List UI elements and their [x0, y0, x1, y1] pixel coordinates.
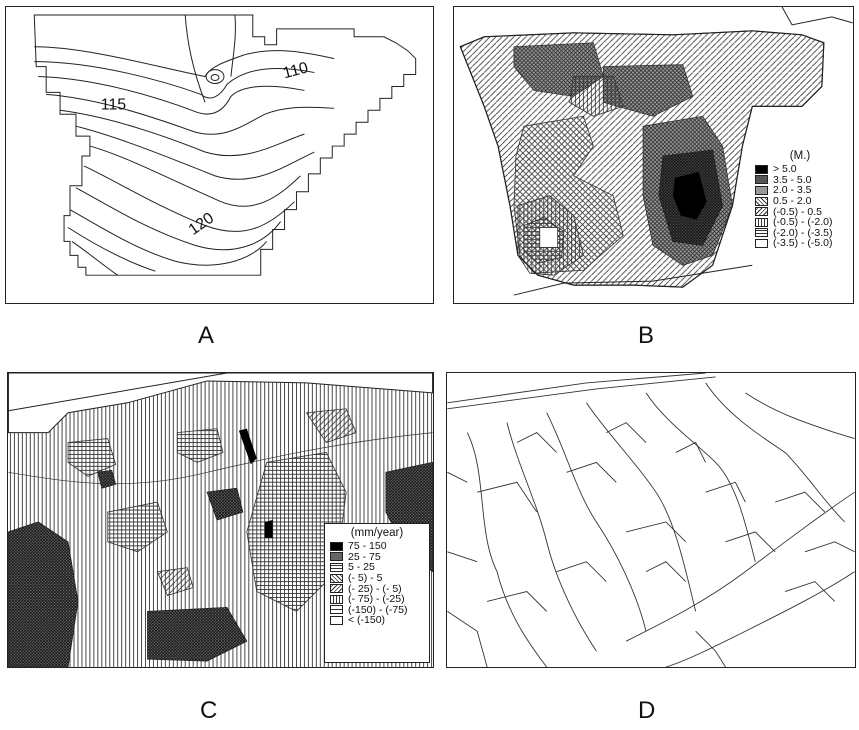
- legend-swatch: [755, 185, 768, 195]
- contour-label-120: 120: [186, 210, 218, 239]
- legend-swatch: [330, 562, 343, 572]
- legend-swatch: [330, 584, 343, 594]
- legend-swatch: [755, 238, 768, 248]
- legend-b-text: (-0.5) - (-2.0): [773, 216, 833, 229]
- legend-b-row: 0.5 - 2.0: [755, 195, 845, 208]
- legend-c-row: 25 - 75: [330, 550, 424, 563]
- legend-b-row: 3.5 - 5.0: [755, 173, 845, 186]
- legend-b-row: (-2.0) - (-3.5): [755, 226, 845, 239]
- panel-label-c: C: [200, 697, 218, 724]
- panel-b-map: (M.) > 5.0 3.5 - 5.0 2.0 - 3.5 0.5 - 2.0…: [453, 6, 854, 304]
- legend-c-row: (- 25) - (- 5): [330, 582, 424, 595]
- legend-c-row: 5 - 25: [330, 561, 424, 574]
- panel-label-a: A: [198, 322, 215, 349]
- raster-map: [459, 7, 853, 296]
- legend-b-row: (-3.5) - (-5.0): [755, 237, 845, 250]
- legend-b-text: (-3.5) - (-5.0): [773, 237, 833, 250]
- legend-b-text: (-2.0) - (-3.5): [773, 226, 833, 239]
- legend-b-row: (-0.5) - (-2.0): [755, 216, 845, 229]
- legend-c-title: (mm/year): [350, 527, 404, 539]
- drainage-network-map: [447, 373, 855, 667]
- legend-swatch: [755, 196, 768, 206]
- legend-c-text: 75 - 150: [348, 540, 387, 553]
- legend-c-text: < (-150): [348, 614, 386, 627]
- legend-swatch: [330, 594, 343, 604]
- contour-map: 110 115 120: [33, 14, 417, 276]
- legend-swatch: [755, 217, 768, 227]
- legend-swatch: [330, 605, 343, 615]
- legend-c-text: 25 - 75: [348, 550, 381, 563]
- legend-c-row: (- 5) - 5: [330, 572, 424, 585]
- panel-label-b: B: [638, 322, 655, 349]
- legend-c-row: (- 75) - (-25): [330, 593, 424, 606]
- legend-c-text: 5 - 25: [348, 561, 375, 574]
- legend-swatch: [755, 207, 768, 217]
- panel-label-d: D: [638, 697, 656, 724]
- legend-b-text: (-0.5) - 0.5: [773, 205, 823, 218]
- legend-c: (mm/year) 75 - 150 25 - 75 5 - 25 (- 5) …: [324, 523, 430, 663]
- legend-c-row: (-150) - (-75): [330, 603, 424, 616]
- legend-swatch: [330, 541, 343, 551]
- legend-swatch: [330, 552, 343, 562]
- legend-b-text: 0.5 - 2.0: [773, 195, 812, 208]
- panel-c-map: (mm/year) 75 - 150 25 - 75 5 - 25 (- 5) …: [7, 372, 434, 668]
- legend-c-text: (-150) - (-75): [348, 603, 408, 616]
- legend-b-title: (M.): [789, 150, 811, 162]
- legend-c-row: < (-150): [330, 614, 424, 627]
- legend-c-text: (- 25) - (- 5): [348, 582, 402, 595]
- legend-swatch: [330, 615, 343, 625]
- panel-a-map: 110 115 120: [5, 6, 434, 304]
- legend-swatch: [755, 164, 768, 174]
- legend-b-text: 2.0 - 3.5: [773, 184, 812, 197]
- panel-d-map: [446, 372, 856, 668]
- legend-b-text: > 5.0: [773, 163, 797, 176]
- legend-b-row: 2.0 - 3.5: [755, 184, 845, 197]
- legend-swatch: [755, 228, 768, 238]
- legend-c-text: (- 5) - 5: [348, 572, 383, 585]
- legend-c-row: 75 - 150: [330, 540, 424, 553]
- legend-b-row: > 5.0: [755, 163, 845, 176]
- legend-b-row: (-0.5) - 0.5: [755, 205, 845, 218]
- legend-swatch: [755, 175, 768, 185]
- legend-swatch: [330, 573, 343, 583]
- legend-c-text: (- 75) - (-25): [348, 593, 405, 606]
- contour-label-115: 115: [101, 96, 126, 113]
- legend-b-text: 3.5 - 5.0: [773, 173, 812, 186]
- region-outline: [33, 14, 417, 276]
- legend-b: (M.) > 5.0 3.5 - 5.0 2.0 - 3.5 0.5 - 2.0…: [750, 147, 850, 279]
- contour-label-110: 110: [281, 59, 310, 82]
